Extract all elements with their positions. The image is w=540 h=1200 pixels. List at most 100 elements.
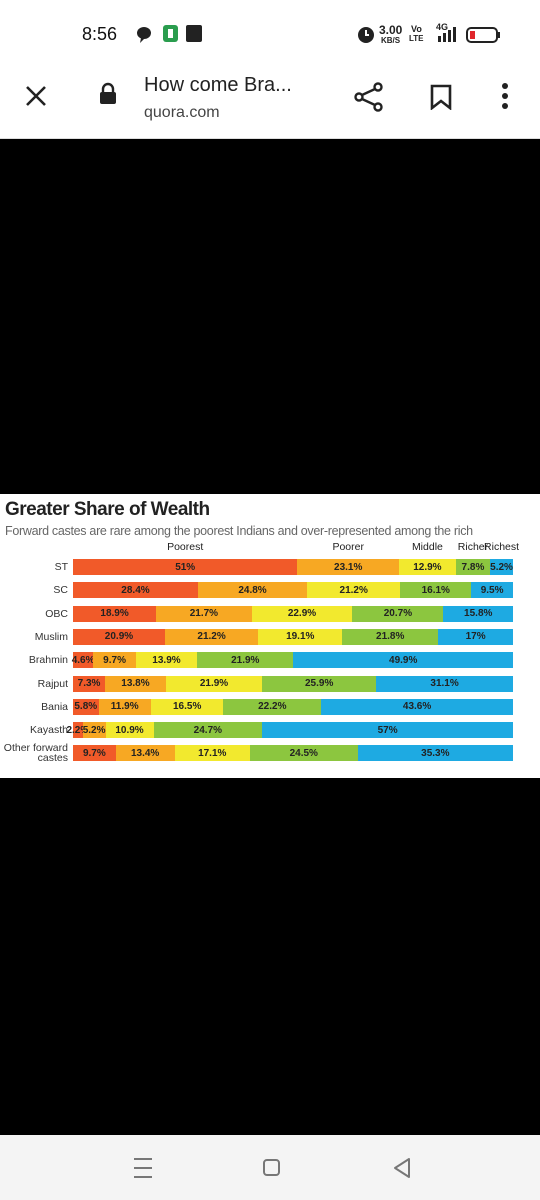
bar-segment: 35.3% [357, 745, 513, 762]
bar-segment: 22.2% [223, 698, 322, 715]
share-button[interactable] [354, 82, 384, 112]
data-label: 24.7% [193, 724, 223, 736]
data-label: 21.7% [189, 608, 219, 620]
data-label: 22.9% [287, 608, 317, 620]
close-button[interactable] [24, 84, 48, 108]
data-label: 43.6% [402, 701, 432, 713]
bar-segment: 2.2% [66, 722, 89, 739]
bar-segment: 21.2% [164, 628, 259, 645]
legend-label: Poorest [167, 541, 204, 553]
data-label: 4.6% [71, 654, 95, 666]
net-speed: 3.00 [379, 23, 403, 37]
home-button[interactable] [262, 1158, 282, 1178]
data-label: 20.9% [104, 631, 134, 643]
notification-icons [137, 25, 202, 43]
bar-segment: 22.9% [251, 605, 353, 622]
bar-segment: 28.4% [73, 582, 198, 599]
bar-segment: 57% [262, 722, 513, 739]
network-type: 4G [436, 22, 449, 32]
category-label: SC [53, 584, 68, 597]
data-label: 24.8% [238, 584, 267, 596]
bar-segment: 5.2% [82, 722, 106, 739]
alarm-icon [358, 27, 374, 43]
bar-segment: 5.8% [73, 698, 99, 715]
data-label: 20.7% [383, 608, 413, 620]
legend-label: Middle [411, 541, 443, 553]
category-label: Brahmin [28, 654, 68, 667]
status-bar: 8:56 3.00 KB/S Vo LTE 4G [0, 0, 540, 62]
data-label: 5.2% [490, 561, 513, 573]
bar-segment: 18.9% [73, 605, 157, 622]
data-label: 9.7% [103, 654, 126, 666]
data-label: 13.4% [130, 747, 160, 759]
bar-segment: 15.8% [443, 605, 513, 622]
bar-segment: 21.9% [165, 675, 263, 692]
lock-icon [100, 82, 116, 104]
category-label: Other forward castes [3, 742, 68, 765]
bar-segment: 21.8% [342, 628, 439, 645]
bar-segment: 16.5% [150, 698, 224, 715]
bar-segment: 49.9% [293, 652, 513, 669]
bar-segment: 25.9% [262, 675, 377, 692]
bar-segment: 7.8% [455, 559, 491, 575]
bar-segment: 24.8% [197, 582, 308, 599]
bar-segment: 17.1% [174, 745, 250, 762]
category-label: Kayasth [30, 724, 68, 737]
back-button[interactable] [392, 1157, 412, 1179]
data-label: 17% [465, 631, 486, 643]
data-label: 35.3% [421, 747, 450, 759]
bar-segment: 31.1% [376, 675, 513, 692]
recent-apps-button[interactable] [133, 1157, 153, 1179]
bar-segment: 13.4% [115, 745, 175, 762]
page-title: How come Bra... [144, 74, 292, 96]
bar-segment: 5.2% [490, 559, 513, 575]
data-label: 5.2% [82, 724, 106, 736]
data-label: 51% [175, 561, 196, 573]
bar-segment: 21.9% [197, 652, 294, 669]
bar-segment: 19.1% [258, 628, 343, 645]
bar-segment: 16.1% [400, 582, 472, 599]
nav-bar [0, 1135, 540, 1200]
bar-segment: 12.9% [399, 559, 456, 575]
bar-segment: 21.2% [307, 582, 401, 599]
data-label: 5.8% [74, 701, 98, 713]
data-label: 24.5% [289, 747, 318, 759]
bar-segment: 9.5% [471, 582, 513, 599]
data-label: 21.2% [197, 631, 226, 643]
bar-segment: 13.8% [105, 675, 166, 692]
data-label: 13.9% [152, 654, 181, 666]
category-label: Muslim [34, 630, 68, 643]
legend-label: Poorer [332, 541, 364, 553]
data-label: 21.2% [339, 584, 368, 596]
net-speed-unit: KB/S [381, 36, 401, 45]
category-label: Rajput [37, 677, 68, 690]
bar-segment: 11.9% [98, 698, 151, 715]
data-label: 49.9% [389, 654, 418, 666]
data-label: 18.9% [100, 608, 129, 620]
bookmark-button[interactable] [429, 84, 453, 110]
bar-segment: 4.6% [71, 652, 95, 669]
data-label: 31.1% [430, 678, 459, 689]
data-label: 7.3% [77, 678, 101, 689]
data-label: 22.2% [258, 701, 287, 713]
legend-label: Richest [484, 541, 520, 553]
chart-image: Greater Share of Wealth Forward castes a… [0, 494, 540, 778]
bar-segment: 7.3% [73, 675, 106, 692]
bar-segment: 9.7% [93, 652, 136, 669]
volte: LTE [409, 34, 424, 43]
data-label: 10.9% [115, 724, 144, 736]
bar-segment: 13.9% [135, 652, 198, 669]
chart-title: Greater Share of Wealth [5, 499, 210, 520]
bar-segment: 24.7% [153, 722, 263, 739]
volte: Vo [411, 24, 422, 34]
page-url: quora.com [144, 104, 220, 121]
signal-battery [438, 27, 500, 43]
data-label: 57% [377, 724, 398, 736]
data-label: 28.4% [121, 584, 150, 596]
bar-segment: 21.7% [156, 605, 252, 622]
data-label: 2.2% [66, 724, 90, 736]
bar-segment: 24.5% [249, 745, 358, 762]
menu-button[interactable] [499, 82, 511, 112]
data-label: 17.1% [198, 747, 227, 759]
